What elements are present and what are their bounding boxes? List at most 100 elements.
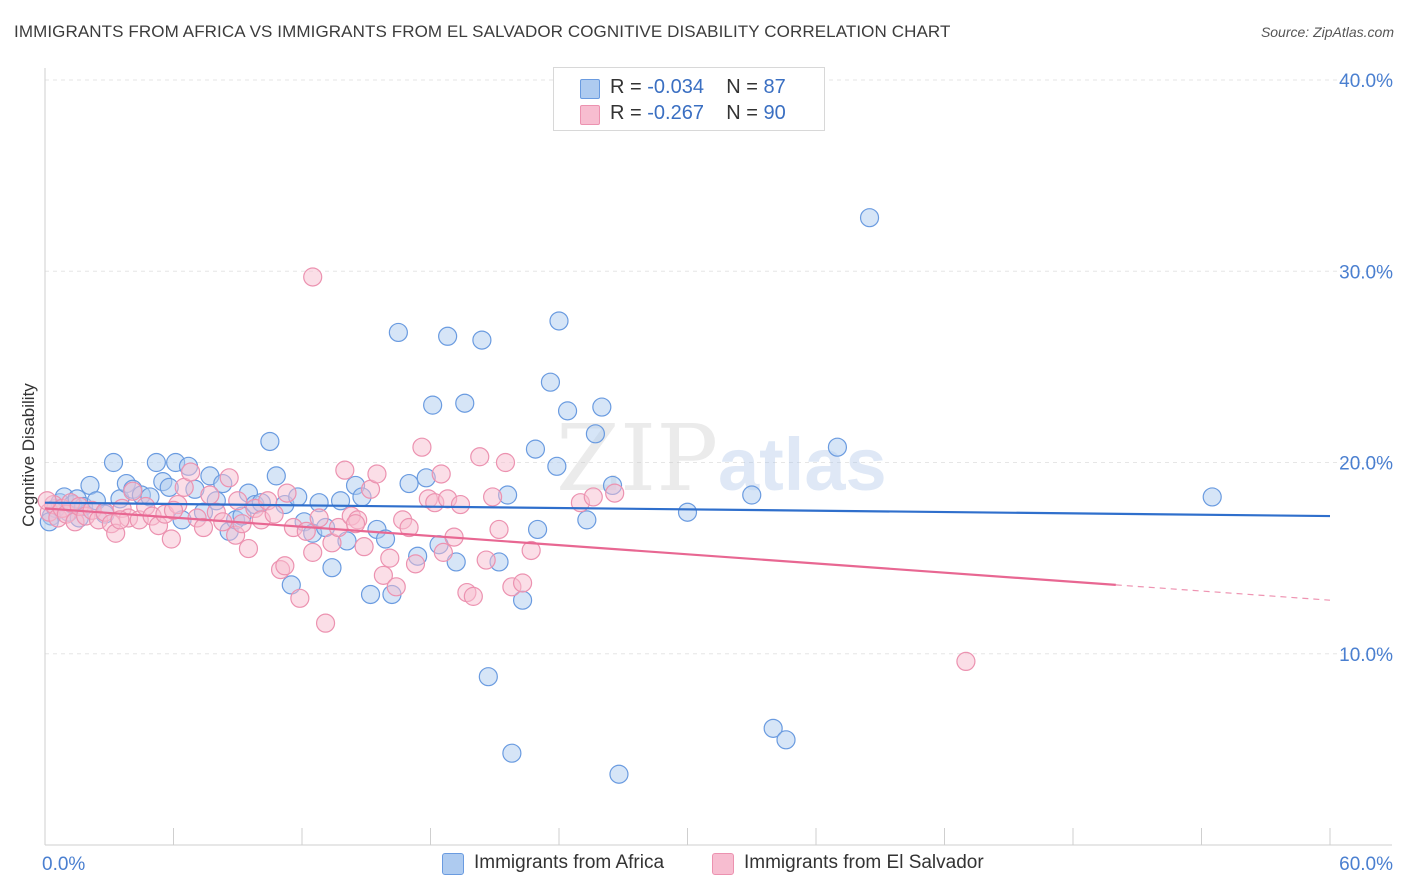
- n-label: N =: [726, 102, 758, 124]
- legend-label-africa: Immigrants from Africa: [474, 852, 665, 873]
- data-point-salvador: [433, 542, 453, 562]
- data-point-salvador: [277, 483, 297, 503]
- data-point-salvador: [110, 510, 130, 530]
- data-point-africa: [330, 491, 351, 511]
- data-point-africa: [1202, 487, 1222, 507]
- data-point-salvador: [303, 267, 323, 287]
- africa-swatch: [580, 79, 600, 99]
- data-point-africa: [557, 401, 578, 421]
- grid-lines: [45, 79, 1392, 655]
- n-label: N =: [726, 76, 758, 98]
- data-point-salvador: [583, 487, 603, 507]
- trend-line-salvador-extension: [1115, 584, 1331, 601]
- r-label: R =: [610, 102, 642, 124]
- data-point-africa: [585, 424, 606, 444]
- data-point-salvador: [431, 464, 451, 484]
- data-point-africa: [540, 372, 561, 392]
- data-point-africa: [472, 330, 492, 350]
- data-point-africa: [478, 667, 498, 687]
- data-point-salvador: [315, 613, 336, 633]
- data-point-africa: [549, 311, 569, 331]
- data-point-africa: [525, 439, 546, 459]
- data-point-salvador: [405, 554, 426, 574]
- data-point-africa: [438, 326, 458, 346]
- data-point-salvador: [956, 651, 976, 672]
- data-point-salvador: [193, 517, 214, 538]
- axis-labels: 10.0% 20.0% 30.0% 40.0% 0.0% 60.0% Cognitive D…: [19, 71, 1393, 875]
- data-point-salvador: [521, 540, 541, 561]
- data-point-africa: [859, 208, 880, 228]
- data-point-africa: [592, 397, 612, 417]
- data-point-africa: [266, 466, 286, 486]
- data-point-africa: [527, 519, 548, 540]
- data-point-salvador: [373, 565, 393, 585]
- salvador-swatch: [580, 105, 600, 125]
- salvador-legend-swatch: [712, 853, 734, 875]
- data-point-salvador: [345, 514, 366, 534]
- data-point-salvador: [200, 485, 220, 505]
- legend-label-salvador: Immigrants from El Salvador: [744, 852, 984, 873]
- data-point-africa: [577, 510, 597, 530]
- data-point-salvador: [264, 504, 284, 524]
- data-point-salvador: [296, 521, 316, 541]
- n-value-africa: 87: [763, 76, 786, 98]
- data-point-africa: [103, 452, 124, 473]
- data-point-africa: [547, 456, 567, 476]
- data-point-salvador: [228, 491, 248, 511]
- n-value-salvador: 90: [763, 102, 786, 124]
- data-point-africa: [423, 395, 443, 415]
- data-point-salvador: [367, 464, 387, 484]
- source-label: Source: ZipAtlas.com: [1260, 24, 1394, 40]
- africa-legend-swatch: [442, 853, 464, 875]
- chart-title: IMMIGRANTS FROM AFRICA VS IMMIGRANTS FRO…: [14, 22, 951, 41]
- data-point-salvador: [512, 573, 533, 593]
- data-point-salvador: [238, 538, 259, 559]
- data-point-salvador: [309, 508, 329, 528]
- data-point-africa: [827, 437, 848, 457]
- r-value-salvador: -0.267: [647, 102, 704, 124]
- x-tick-label-min: 0.0%: [42, 854, 85, 875]
- data-point-salvador: [303, 542, 323, 562]
- data-point-africa: [360, 584, 381, 605]
- data-point-salvador: [354, 537, 374, 557]
- data-point-salvador: [399, 517, 419, 538]
- data-point-salvador: [219, 468, 239, 488]
- data-point-africa: [146, 452, 166, 473]
- data-point-salvador: [380, 548, 400, 568]
- data-point-salvador: [37, 491, 57, 511]
- stats-legend: R = -0.034 N = 87 R = -0.267 N = 90: [553, 67, 825, 131]
- data-point-salvador: [476, 550, 496, 570]
- y-tick-label: 30.0%: [1339, 262, 1393, 283]
- y-tick-label: 40.0%: [1339, 71, 1393, 92]
- data-point-africa: [446, 552, 466, 572]
- data-point-salvador: [412, 437, 432, 457]
- data-point-africa: [763, 718, 783, 738]
- data-point-salvador: [489, 519, 509, 540]
- data-point-africa: [776, 730, 796, 750]
- r-value-africa: -0.034: [647, 76, 704, 98]
- data-point-africa: [388, 322, 408, 343]
- data-point-salvador: [181, 462, 201, 482]
- trend-lines: [44, 501, 1331, 601]
- data-point-salvador: [450, 494, 471, 515]
- data-point-salvador: [495, 452, 516, 473]
- y-axis-label: Cognitive Disability: [19, 383, 38, 527]
- data-point-salvador: [605, 483, 625, 503]
- data-point-salvador: [386, 577, 406, 597]
- data-point-salvador: [470, 447, 490, 467]
- data-point-africa: [742, 485, 762, 505]
- x-tick-label-max: 60.0%: [1339, 854, 1393, 875]
- data-point-africa: [609, 764, 629, 784]
- data-point-africa: [455, 393, 475, 413]
- trend-line-salvador: [44, 507, 1116, 586]
- data-point-africa: [322, 558, 342, 578]
- data-point-africa: [260, 431, 280, 452]
- data-point-salvador: [463, 586, 483, 606]
- y-tick-label: 10.0%: [1339, 645, 1393, 666]
- data-point-salvador: [483, 487, 503, 507]
- data-point-salvador: [290, 588, 310, 608]
- data-point-africa: [677, 502, 698, 522]
- data-point-salvador: [123, 481, 143, 501]
- axes: [44, 68, 1392, 846]
